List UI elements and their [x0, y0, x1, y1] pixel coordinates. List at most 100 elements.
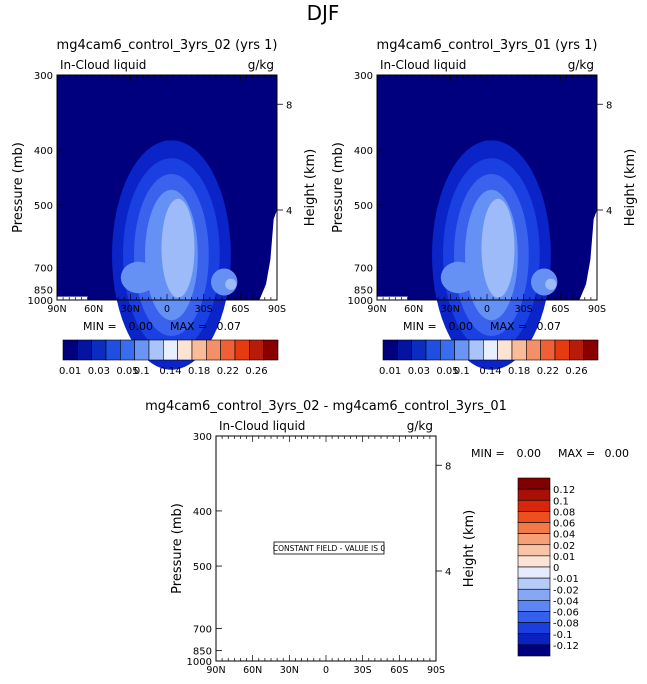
- surface-mask: [579, 210, 597, 300]
- max-label: MAX =: [558, 447, 595, 460]
- units-label: g/kg: [248, 58, 274, 72]
- colorbar-swatch: [411, 339, 427, 361]
- max-value: 0.07: [217, 320, 242, 333]
- min-label: MIN =: [403, 320, 437, 333]
- colorbar-label: 0.22: [537, 366, 559, 377]
- x-tick-label: 30N: [441, 304, 460, 315]
- colorbar-swatch: [517, 566, 551, 579]
- min-value: 0.00: [517, 447, 542, 460]
- colorbar-swatch: [105, 339, 121, 361]
- colorbar-label: 0.01: [553, 552, 575, 563]
- contour-lobe-left: [440, 261, 476, 294]
- units-label: g/kg: [568, 58, 594, 72]
- colorbar-swatch: [554, 339, 570, 361]
- colorbar-swatch: [517, 588, 551, 601]
- colorbar-label: -0.06: [553, 608, 579, 619]
- colorbar-swatch: [517, 622, 551, 635]
- colorbar-label: 0.02: [553, 541, 575, 552]
- contour-core-small: [225, 278, 237, 290]
- y2-tick-label: 4: [445, 567, 451, 578]
- colorbar-swatch: [517, 611, 551, 623]
- colorbar-swatch: [120, 339, 135, 361]
- x-tick-label: 60N: [404, 304, 423, 315]
- variable-label: In-Cloud liquid: [60, 58, 146, 72]
- x-tick-label: 90N: [206, 665, 225, 676]
- y-tick-label: 500: [354, 201, 373, 212]
- colorbar-label: 0.06: [553, 519, 575, 530]
- colorbar-label: 0.01: [379, 366, 401, 377]
- colorbar-label: -0.01: [553, 574, 579, 585]
- y2-tick-label: 8: [286, 100, 292, 111]
- x-tick-label: 90S: [268, 304, 286, 315]
- x-tick-label: 30S: [195, 304, 213, 315]
- max-value: 0.00: [605, 447, 630, 460]
- y-tick-label: 850: [354, 286, 373, 297]
- colorbar-label: -0.04: [553, 596, 579, 607]
- colorbar-swatch: [517, 577, 551, 590]
- max-label: MAX =: [490, 320, 527, 333]
- colorbar-label: 0.14: [159, 366, 181, 377]
- colorbar-label: 0.26: [245, 366, 267, 377]
- contour-core: [481, 198, 515, 298]
- colorbar-label: -0.1: [553, 630, 573, 641]
- y-axis-label: Pressure (mb): [11, 142, 26, 233]
- colorbar-label: 0: [553, 563, 559, 574]
- colorbar-swatch: [483, 339, 498, 361]
- colorbar-swatch: [497, 339, 513, 361]
- colorbar-label: 0.1: [134, 366, 150, 377]
- colorbar-swatch: [263, 339, 279, 361]
- colorbar-swatch: [517, 477, 551, 490]
- figure-title: DJF: [307, 1, 340, 25]
- contour-core: [161, 198, 195, 298]
- colorbar-swatch: [517, 600, 551, 612]
- y-tick-label: 500: [34, 201, 53, 212]
- colorbar-label: 0.05: [116, 366, 138, 377]
- x-tick-label: 90N: [47, 304, 66, 315]
- colorbar-swatch: [382, 339, 398, 361]
- colorbar-swatch: [517, 644, 551, 657]
- colorbar-swatch: [206, 339, 221, 361]
- y-tick-label: 700: [354, 263, 373, 274]
- y-tick-label: 400: [354, 146, 373, 157]
- colorbar-swatch: [397, 339, 412, 361]
- variable-label: In-Cloud liquid: [380, 58, 466, 72]
- colorbar-swatch: [526, 339, 541, 361]
- x-tick-label: 30S: [515, 304, 533, 315]
- colorbar-label: 0.26: [565, 366, 587, 377]
- x-tick-label: 60N: [84, 304, 103, 315]
- y-tick-label: 400: [34, 146, 53, 157]
- colorbar-label: -0.08: [553, 619, 579, 630]
- colorbar-swatch: [517, 511, 551, 523]
- x-tick-label: 90S: [427, 665, 445, 676]
- y-axis-label: Pressure (mb): [170, 503, 185, 594]
- panel-title: mg4cam6_control_3yrs_01 (yrs 1): [377, 38, 598, 53]
- colorbar-swatch: [569, 339, 584, 361]
- max-label: MAX =: [170, 320, 207, 333]
- panel-title: mg4cam6_control_3yrs_02 - mg4cam6_contro…: [145, 399, 507, 414]
- colorbar-swatch: [517, 499, 551, 512]
- x-tick-label: 90S: [588, 304, 606, 315]
- colorbar-swatch: [425, 339, 441, 361]
- x-tick-label: 90N: [367, 304, 386, 315]
- colorbar-swatch: [163, 339, 178, 361]
- x-tick-label: 60S: [551, 304, 569, 315]
- y-tick-label: 1000: [348, 296, 373, 307]
- panel-title: mg4cam6_control_3yrs_02 (yrs 1): [57, 38, 278, 53]
- y-tick-label: 500: [193, 562, 212, 573]
- x-tick-label: 60N: [243, 665, 262, 676]
- colorbar-swatch: [77, 339, 92, 361]
- x-tick-label: 30N: [121, 304, 140, 315]
- colorbar-label: -0.12: [553, 641, 579, 652]
- y2-axis-label: Height (km): [462, 510, 477, 587]
- units-label: g/kg: [407, 419, 433, 433]
- y-tick-label: 300: [193, 432, 212, 443]
- colorbar-swatch: [517, 633, 551, 646]
- colorbar-swatch: [191, 339, 207, 361]
- y-tick-label: 700: [34, 263, 53, 274]
- x-tick-label: 60S: [231, 304, 249, 315]
- colorbar-swatch: [91, 339, 107, 361]
- colorbar-label: 0.14: [479, 366, 501, 377]
- y2-tick-label: 4: [606, 206, 612, 217]
